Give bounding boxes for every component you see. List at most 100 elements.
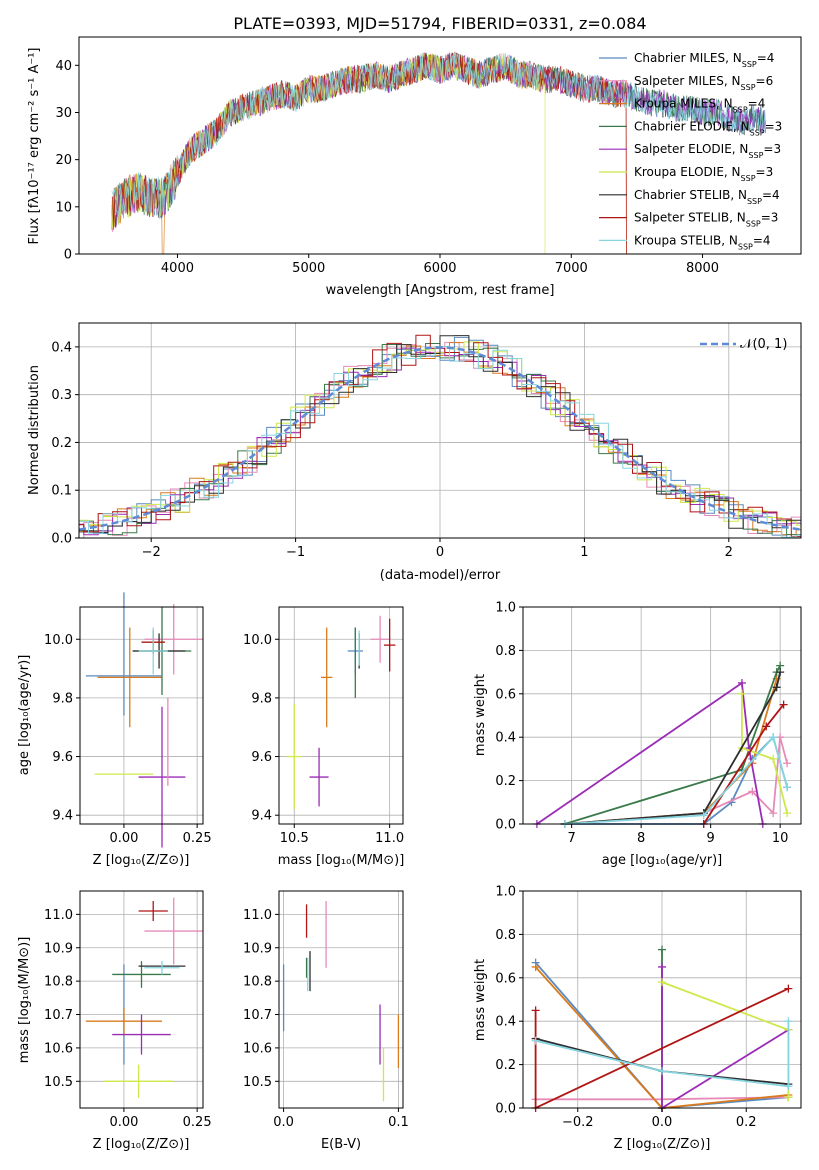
age-weight-series-4 <box>564 665 781 825</box>
spectrum-ytick-label: 40 <box>55 59 72 74</box>
age-weight-ytick-label: 1.0 <box>495 601 516 616</box>
legend-count: =3 <box>765 119 783 133</box>
mass-age-axes-frame <box>278 606 404 825</box>
legend-count: =3 <box>756 165 774 179</box>
age-weight-marker <box>699 811 708 820</box>
age-weight-marker <box>762 722 771 731</box>
Z-weight-ytick-label: 0.2 <box>495 1058 516 1073</box>
mass-vs-age-panel: 10.5 11.0 9.4 9.6 9.8 10.0 mass [log₁₀(M/M⊙)] <box>243 606 404 868</box>
legend-subscript: SSP <box>748 151 763 160</box>
histogram-series-8 <box>79 334 801 538</box>
spectrum-legend: Chabrier MILES, NSSP=4 Salpeter MILES, NS… <box>599 51 782 251</box>
Z-weight-marker <box>784 984 793 993</box>
age-weight-series-7 <box>564 671 781 825</box>
Z-weight-ytick-label: 0.4 <box>495 1015 516 1030</box>
histogram-xtick-label: −1 <box>286 545 305 560</box>
Z-mass-ticks: 0.00 0.25 10.5 10.6 10.7 10.8 10.9 11.0 <box>44 908 212 1130</box>
age-weight-ytick-label: 0.8 <box>495 644 516 659</box>
spectrum-legend-label: Salpeter STELIB, NSSP=3 <box>634 211 778 229</box>
spectrum-panel: 4000 5000 6000 7000 8000 0 10 20 30 40 wavelength… <box>27 36 802 298</box>
legend-count: =4 <box>762 188 780 202</box>
spectrum-ylabel: Flux [fλ10⁻¹⁷ erg cm⁻² s⁻¹ A⁻¹] <box>27 48 42 245</box>
age-weight-marker <box>783 783 792 792</box>
Z-weight-xtick-label: 0.0 <box>652 1115 673 1130</box>
histogram-ytick-label: 0.4 <box>51 340 72 355</box>
Z-weight-xlabel: Z [log₁₀(Z/Z⊙)] <box>614 1137 711 1152</box>
age-weight-ytick-label: 0.4 <box>495 731 516 746</box>
legend-count: =4 <box>753 233 771 247</box>
EBV-mass-ytick-label: 10.6 <box>243 1041 272 1056</box>
age-weight-marker <box>783 759 792 768</box>
Z-mass-grid <box>80 891 203 1108</box>
Z-weight-marker <box>531 1036 540 1045</box>
histogram-series-2 <box>79 341 801 538</box>
spectrum-ytick-label: 10 <box>55 200 72 215</box>
age-weight-ylabel: mass weight <box>473 674 488 756</box>
age-weight-xtick-label: 7 <box>568 831 576 846</box>
Z-age-ytick-label: 9.8 <box>52 691 73 706</box>
Z-age-ytick-label: 10.0 <box>44 633 73 648</box>
Z-weight-marker <box>658 978 666 987</box>
legend-subscript: SSP <box>741 174 756 183</box>
histogram-ytick-label: 0.0 <box>51 532 72 547</box>
spectrum-ticks: 4000 5000 6000 7000 8000 0 10 20 30 40 <box>55 59 719 276</box>
legend-subscript: SSP <box>733 105 748 114</box>
Z-mass-ytick-label: 10.6 <box>44 1041 73 1056</box>
histogram-ytick-label: 0.1 <box>51 484 72 499</box>
spectrum-xtick-label: 8000 <box>686 261 719 276</box>
Z-weight-ytick-label: 0.6 <box>495 971 516 986</box>
Z-age-axes-frame <box>79 606 204 825</box>
age-weight-xtick-label: 8 <box>637 831 645 846</box>
spectrum-line-8 <box>111 52 627 254</box>
Z-vs-age-panel: 0.00 0.25 9.4 9.6 9.8 10.0 Z [log₁₀(Z/Z⊙)] ag… <box>17 592 212 868</box>
spectrum-xtick-label: 5000 <box>292 261 325 276</box>
Z-weight-marker <box>784 1017 793 1026</box>
age-vs-mass-weight-panel: 7 8 9 10 0.0 0.2 0.4 0.6 0.8 1.0 age [log₁₀(age/y… <box>473 601 802 868</box>
EBV-mass-xtick-label: 0.1 <box>388 1115 409 1130</box>
figure-title: PLATE=0393, MJD=51794, FIBERID=0331, z=0… <box>233 14 646 33</box>
spectrum-legend-label: Chabrier STELIB, NSSP=4 <box>634 188 780 206</box>
age-weight-ticks: 7 8 9 10 0.0 0.2 0.4 0.6 0.8 1.0 <box>495 601 788 847</box>
Z-age-ytick-label: 9.4 <box>52 809 73 824</box>
Z-mass-xlabel: Z [log₁₀(Z/Z⊙)] <box>93 1137 190 1152</box>
Z-mass-errorbars <box>85 897 203 1098</box>
Z-age-xtick-label: 0.25 <box>183 831 212 846</box>
Z-weight-lines <box>531 945 793 1112</box>
histogram-xtick-label: 1 <box>580 545 588 560</box>
legend-subscript: SSP <box>746 219 761 228</box>
age-weight-ytick-label: 0.6 <box>495 687 516 702</box>
Z-weight-marker <box>784 1082 793 1091</box>
age-weight-marker <box>737 678 746 687</box>
Z-mass-xtick-label: 0.25 <box>183 1115 212 1130</box>
mass-age-xtick-label: 10.5 <box>280 831 309 846</box>
spectrum-xlabel: wavelength [Angstrom, rest frame] <box>326 283 555 298</box>
mass-age-ytick-label: 9.4 <box>251 809 272 824</box>
EBV-mass-ytick-label: 11.0 <box>243 908 272 923</box>
age-weight-marker <box>769 733 778 742</box>
EBV-vs-mass-panel: 0.0 0.1 10.5 10.6 10.7 10.8 10.9 11.0 E(B-V) <box>243 890 409 1152</box>
Z-age-ylabel: age [log₁₀(age/yr)] <box>17 655 32 776</box>
spectrum-legend-label: Kroupa ELODIE, NSSP=3 <box>634 165 773 183</box>
legend-subscript: SSP <box>747 196 762 205</box>
histogram-ylabel: Normed distribution <box>27 365 42 495</box>
spectrum-legend-label: Salpeter MILES, NSSP=6 <box>634 74 773 92</box>
legend-count: =6 <box>756 74 774 88</box>
Z-weight-ylabel: mass weight <box>473 959 488 1041</box>
mass-age-ytick-label: 10.0 <box>243 633 272 648</box>
spectrum-legend-label: Kroupa STELIB, NSSP=4 <box>634 233 771 251</box>
Z-mass-xtick-label: 0.00 <box>109 1115 138 1130</box>
Z-mass-ylabel: mass [log₁₀(M/M⊙)] <box>17 937 32 1064</box>
histogram-xtick-label: 0 <box>436 545 444 560</box>
histogram-steps <box>79 334 801 538</box>
EBV-mass-ytick-label: 10.9 <box>243 941 272 956</box>
Z-weight-ytick-label: 0.0 <box>495 1102 516 1117</box>
Z-weight-ytick-label: 0.8 <box>495 928 516 943</box>
mass-age-ytick-label: 9.6 <box>251 750 272 765</box>
histogram-xlabel: (data-model)/error <box>380 568 501 583</box>
Z-weight-marker <box>531 962 540 971</box>
age-weight-marker <box>769 809 778 818</box>
age-weight-marker <box>772 683 781 692</box>
histogram-xtick-label: −2 <box>142 545 161 560</box>
spectrum-ytick-label: 0 <box>64 248 72 263</box>
